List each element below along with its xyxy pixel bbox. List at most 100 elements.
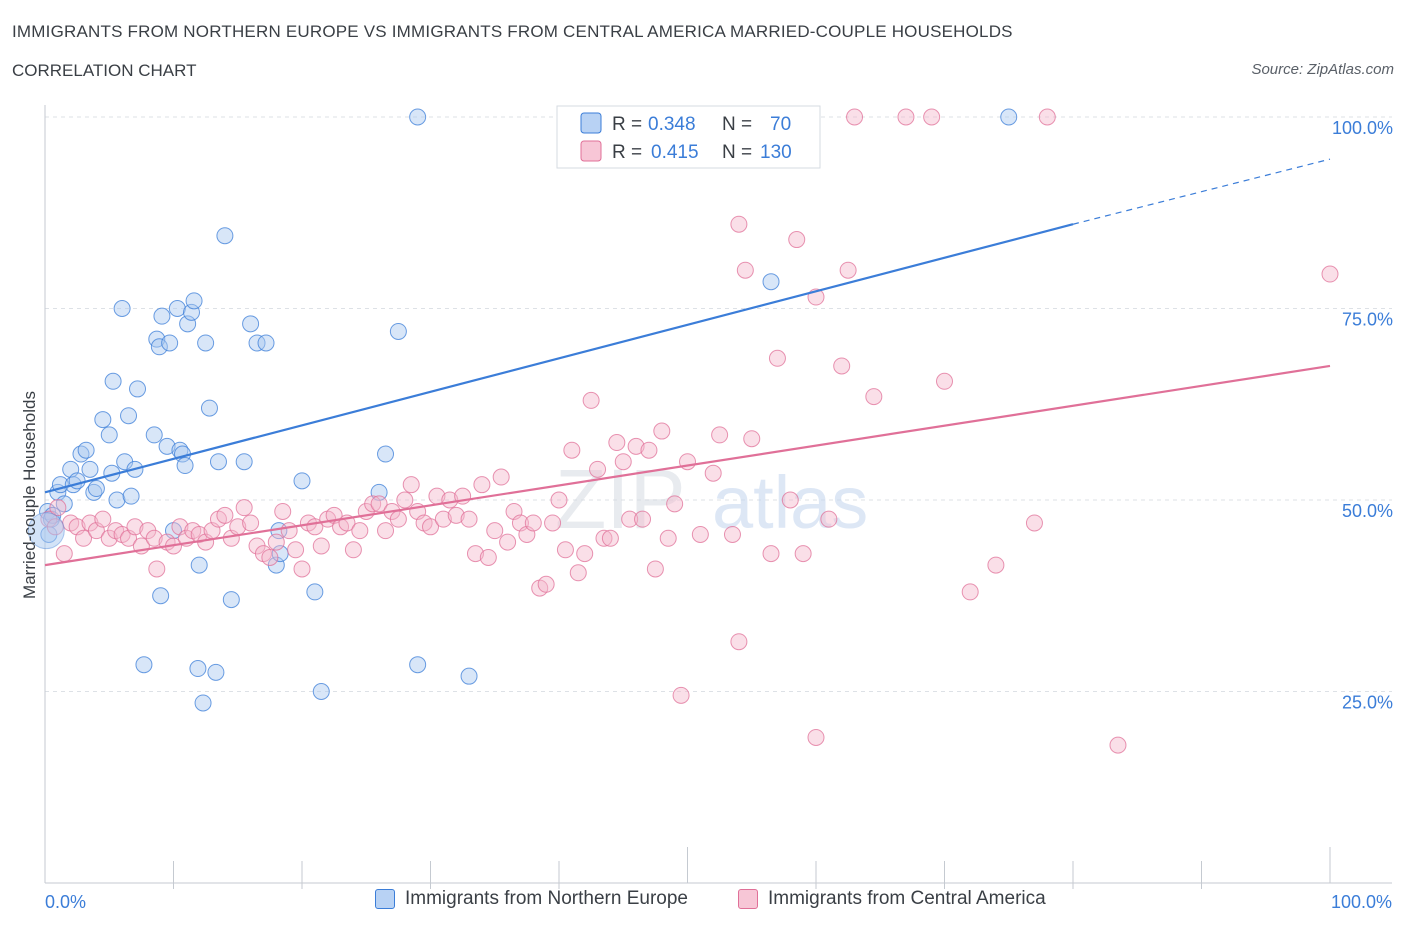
point-northern-europe bbox=[200, 399, 218, 417]
point-central-america bbox=[730, 633, 748, 651]
point-northern-europe bbox=[1000, 108, 1018, 126]
point-northern-europe bbox=[389, 322, 407, 340]
legend-swatch-blue bbox=[375, 889, 395, 909]
legend-pink-n-label: N = bbox=[722, 142, 752, 163]
legend-pink-n-value: 130 bbox=[760, 142, 792, 163]
point-northern-europe bbox=[81, 460, 99, 478]
point-central-america bbox=[640, 441, 658, 459]
point-central-america bbox=[344, 541, 362, 559]
point-northern-europe bbox=[135, 656, 153, 674]
legend-label-central-america: Immigrants from Central America bbox=[768, 888, 1046, 909]
point-central-america bbox=[672, 686, 690, 704]
point-northern-europe bbox=[377, 445, 395, 463]
point-central-america bbox=[846, 108, 864, 126]
point-northern-europe bbox=[293, 472, 311, 490]
legend-item-northern-europe: Immigrants from Northern Europe bbox=[375, 888, 688, 910]
legend-item-central-america: Immigrants from Central America bbox=[738, 888, 1046, 910]
point-northern-europe bbox=[209, 453, 227, 471]
point-northern-europe bbox=[460, 667, 478, 685]
trend-lines bbox=[44, 158, 1331, 567]
point-central-america bbox=[460, 510, 478, 528]
point-central-america bbox=[235, 499, 253, 517]
point-central-america bbox=[839, 261, 857, 279]
point-northern-europe bbox=[257, 334, 275, 352]
point-northern-europe bbox=[168, 300, 186, 317]
x-tick-label: 0.0% bbox=[45, 892, 86, 912]
y-tick-label: 75.0% bbox=[1342, 310, 1393, 330]
point-central-america bbox=[730, 215, 748, 233]
point-northern-europe bbox=[176, 457, 194, 475]
point-central-america bbox=[1038, 108, 1056, 126]
point-central-america bbox=[434, 510, 452, 528]
legend-pink-r-label: R = bbox=[612, 142, 642, 163]
point-central-america bbox=[762, 545, 780, 563]
point-northern-europe bbox=[100, 426, 118, 444]
point-central-america bbox=[94, 510, 112, 528]
point-northern-europe bbox=[409, 108, 427, 126]
point-central-america bbox=[242, 514, 260, 532]
point-central-america bbox=[820, 510, 838, 528]
chart-title: IMMIGRANTS FROM NORTHERN EUROPE VS IMMIG… bbox=[12, 22, 1013, 41]
point-central-america bbox=[781, 491, 799, 509]
point-central-america bbox=[634, 510, 652, 528]
point-central-america bbox=[601, 529, 619, 547]
point-northern-europe bbox=[409, 656, 427, 674]
point-central-america bbox=[402, 476, 420, 494]
point-central-america bbox=[145, 529, 163, 547]
point-northern-europe bbox=[190, 556, 208, 574]
y-axis-label: Married-couple Households bbox=[20, 391, 39, 599]
point-northern-europe bbox=[152, 587, 170, 605]
point-central-america bbox=[396, 491, 414, 509]
point-central-america bbox=[389, 510, 407, 528]
point-central-america bbox=[75, 529, 93, 547]
point-central-america bbox=[897, 108, 915, 126]
point-central-america bbox=[711, 426, 729, 444]
point-central-america bbox=[1025, 514, 1043, 532]
point-northern-europe bbox=[150, 338, 168, 356]
watermark-atlas: atlas bbox=[712, 461, 868, 544]
grid bbox=[45, 116, 1392, 692]
point-central-america bbox=[653, 422, 671, 440]
point-central-america bbox=[55, 545, 73, 563]
legend-bottom: Immigrants from Northern Europe Immigran… bbox=[0, 888, 1406, 918]
point-central-america bbox=[987, 556, 1005, 574]
y-tick-label: 100.0% bbox=[1332, 118, 1393, 138]
point-northern-europe bbox=[161, 334, 179, 352]
trend-line-northern-europe bbox=[44, 223, 1074, 494]
point-cluster-northern-europe bbox=[27, 512, 65, 550]
point-central-america bbox=[807, 728, 825, 746]
legend-top: R = 0.348 N = 70 R = 0.415 N = 130 bbox=[556, 105, 821, 169]
legend-blue-n-label: N = bbox=[722, 114, 752, 135]
point-northern-europe bbox=[104, 372, 122, 390]
point-northern-europe bbox=[762, 273, 780, 291]
legend-blue-r-label: R = bbox=[612, 114, 642, 135]
point-northern-europe bbox=[120, 407, 138, 425]
point-northern-europe bbox=[153, 307, 171, 325]
point-central-america bbox=[148, 560, 166, 578]
point-central-america bbox=[422, 518, 439, 536]
point-northern-europe bbox=[248, 334, 266, 352]
point-central-america bbox=[216, 506, 234, 524]
point-northern-europe bbox=[77, 441, 95, 459]
point-central-america bbox=[524, 514, 542, 532]
point-central-america bbox=[312, 537, 330, 555]
point-central-america bbox=[614, 453, 632, 471]
point-northern-europe bbox=[179, 315, 197, 333]
point-northern-europe bbox=[242, 315, 260, 333]
point-northern-europe bbox=[235, 453, 253, 471]
point-northern-europe bbox=[194, 694, 212, 712]
point-central-america bbox=[621, 510, 639, 528]
axes: 25.0% 50.0% 75.0% 100.0% 0.0% 100.0% bbox=[44, 105, 1393, 912]
point-northern-europe bbox=[185, 292, 203, 310]
point-central-america bbox=[865, 388, 883, 406]
point-central-america bbox=[293, 560, 311, 578]
watermark-zip: ZIP bbox=[555, 452, 686, 546]
point-northern-europe bbox=[129, 380, 147, 398]
point-central-america bbox=[287, 541, 305, 559]
source-label: Source: ZipAtlas.com bbox=[1251, 61, 1394, 78]
point-central-america bbox=[608, 434, 626, 452]
point-central-america bbox=[466, 545, 484, 563]
legend-label-northern-europe: Immigrants from Northern Europe bbox=[405, 888, 688, 909]
trend-line-central-america bbox=[44, 364, 1331, 567]
